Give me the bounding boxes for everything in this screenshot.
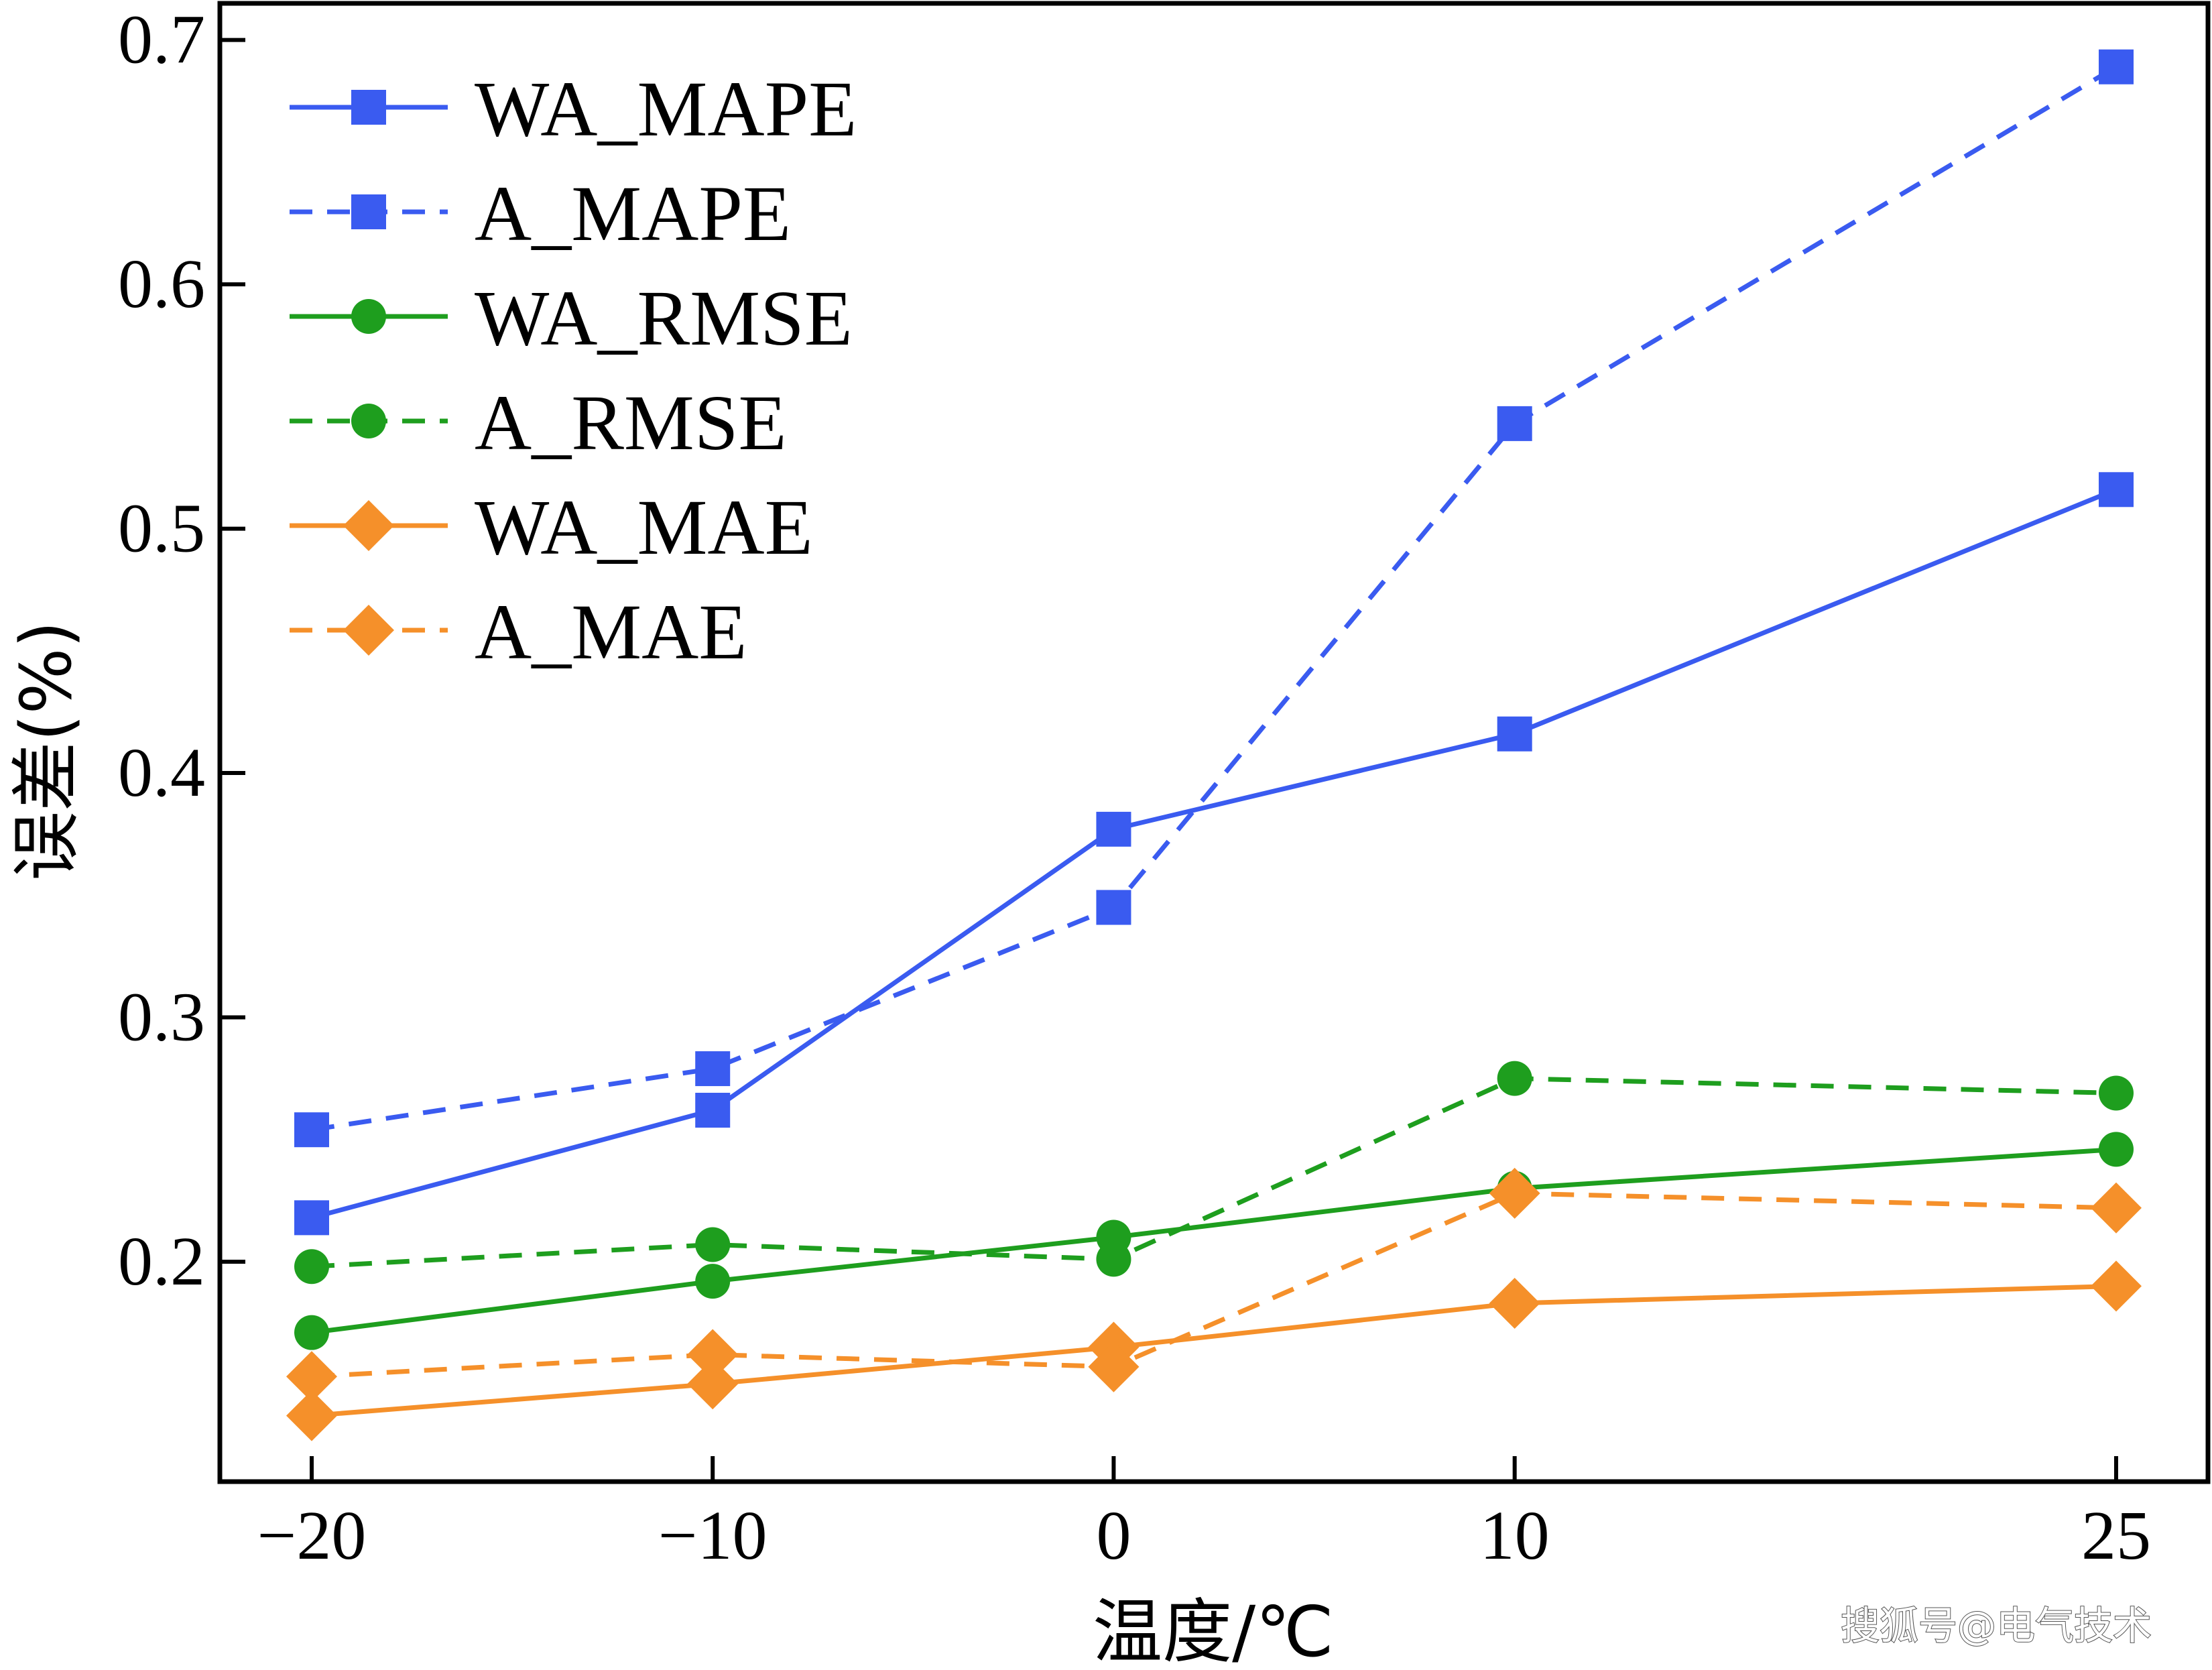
legend-item: A_MAPE	[290, 170, 791, 257]
series-line	[311, 1191, 2117, 1379]
legend-label: A_RMSE	[475, 379, 787, 467]
data-point	[1497, 716, 1532, 752]
data-point	[2099, 1075, 2134, 1111]
data-point	[2091, 1260, 2142, 1312]
y-tick-label: 0.7	[118, 1, 205, 78]
legend-label: WA_MAE	[475, 483, 813, 571]
data-point	[1096, 890, 1131, 925]
y-tick-label: 0.2	[118, 1223, 205, 1300]
legend-item: WA_MAE	[290, 483, 813, 571]
x-axis-title: 温度/℃	[1093, 1591, 1334, 1670]
data-point	[286, 1390, 337, 1441]
data-point	[1096, 811, 1131, 847]
data-point	[286, 1351, 337, 1403]
data-point	[294, 1249, 329, 1285]
series-WA_MAE	[286, 1260, 2142, 1441]
data-point	[687, 1329, 739, 1380]
legend-label: WA_MAPE	[475, 65, 857, 153]
data-point	[2099, 472, 2134, 508]
series-line	[311, 1076, 2117, 1269]
legend-marker	[343, 500, 394, 551]
x-axis-ticks: −20 −10 0 10 25	[257, 1456, 2151, 1574]
data-point	[2099, 1132, 2134, 1167]
data-point	[1497, 1061, 1532, 1096]
data-point	[695, 1264, 731, 1299]
y-tick-label: 0.3	[118, 979, 205, 1056]
data-point	[294, 1112, 329, 1148]
data-point	[1489, 1167, 1540, 1219]
data-point	[695, 1227, 731, 1262]
y-axis-title: 误差(%)	[5, 621, 87, 881]
x-tick-label: −20	[257, 1497, 367, 1574]
legend-item: WA_RMSE	[290, 274, 853, 362]
y-tick-label: 0.6	[118, 245, 205, 322]
data-point	[687, 1358, 739, 1410]
legend-label: A_MAPE	[475, 170, 791, 257]
legend-item: A_MAE	[290, 588, 747, 676]
x-tick-label: 0	[1096, 1497, 1131, 1574]
series-WA_RMSE	[294, 1132, 2134, 1350]
data-point	[294, 1200, 329, 1236]
data-point	[1088, 1341, 1140, 1392]
legend: WA_MAPE A_MAPE WA_RMSE A_RMSE WA_MAE A_MAE	[290, 65, 857, 676]
watermark-text: 搜狐号@电气技术	[1841, 1603, 2152, 1649]
legend-marker	[351, 404, 386, 438]
series-A_MAPE	[294, 49, 2134, 1148]
series-line	[311, 1283, 2117, 1419]
data-point	[1489, 1277, 1540, 1329]
series-A_MAE	[286, 1167, 2142, 1403]
data-point	[695, 1051, 731, 1087]
data-point	[2091, 1182, 2142, 1234]
y-axis-ticks: 0.2 0.3 0.4 0.5 0.6 0.7	[118, 1, 245, 1300]
data-point	[2099, 49, 2134, 84]
y-tick-label: 0.4	[118, 734, 205, 811]
plot-frame	[217, 1, 2211, 1484]
data-point	[695, 1093, 731, 1128]
x-tick-label: 10	[1480, 1497, 1550, 1574]
series-layer	[286, 49, 2142, 1441]
series-A_RMSE	[294, 1061, 2134, 1285]
legend-item: A_RMSE	[290, 379, 787, 467]
series-line	[311, 1146, 2117, 1335]
x-tick-label: 25	[2081, 1497, 2151, 1574]
legend-label: WA_RMSE	[475, 274, 853, 362]
legend-marker	[351, 90, 386, 125]
legend-marker	[343, 605, 394, 656]
series-WA_MAPE	[294, 472, 2134, 1236]
data-point	[1497, 406, 1532, 441]
legend-label: A_MAE	[475, 588, 747, 676]
legend-marker	[351, 299, 386, 334]
data-point	[1096, 1242, 1131, 1277]
data-point	[294, 1315, 329, 1350]
legend-marker	[351, 194, 386, 229]
x-tick-label: −10	[658, 1497, 767, 1574]
legend-item: WA_MAPE	[290, 65, 857, 153]
y-tick-label: 0.5	[118, 490, 205, 567]
